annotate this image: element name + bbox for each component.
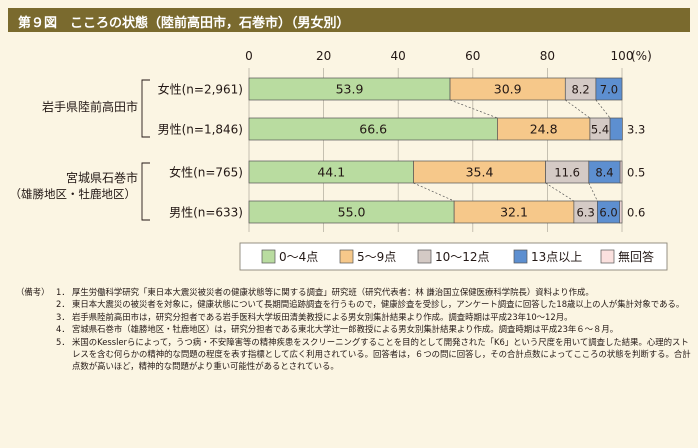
data-label: 3.3	[627, 123, 645, 137]
data-label: 44.1	[317, 165, 345, 180]
data-label: 55.0	[338, 205, 366, 220]
bar-segment	[619, 160, 623, 184]
note-item: 5． 米国のKesslerらによって，うつ病・不安障害等の精神疾患をスクリーニング…	[16, 336, 692, 373]
x-tick-label: 60	[465, 49, 480, 63]
note-text: 岩手県陸前高田市は，研究分担者である岩手医科大学坂田清美教授による男女別集計結果…	[72, 311, 573, 322]
notes-list: 1． 厚生労働科学研究「東日本大震災被災者の健康状態等に関する調査」研究班（研究代…	[16, 286, 692, 373]
x-tick-label: 40	[391, 49, 406, 63]
x-tick-label: 80	[540, 49, 555, 63]
legend-box	[239, 242, 668, 271]
legend-swatch	[261, 249, 276, 264]
bar-segment	[595, 77, 623, 101]
connector-line	[413, 182, 455, 202]
note-item: 3． 岩手県陸前高田市は，研究分担者である岩手医科大学坂田清美教授による男女別集計…	[16, 311, 692, 323]
note-number: 2．	[56, 299, 70, 310]
connector-line	[595, 99, 611, 119]
x-tick-label: 0	[245, 49, 253, 63]
x-tick-label: 20	[316, 49, 331, 63]
data-label: 0.6	[627, 206, 645, 220]
group-label-sub: （雄勝地区・牡鹿地区）	[10, 187, 137, 201]
note-item: 2． 東日本大震災の被災者を対象に，健康状態について長期間追跡調査を行うもので，健…	[16, 298, 692, 310]
note-text: 東日本大震災の被災者を対象に，健康状態について長期間追跡調査を行うもので，健康診…	[72, 299, 685, 310]
group-bracket	[141, 79, 150, 138]
category-label: 女性(n=2,961)	[158, 82, 243, 97]
data-label: 35.4	[466, 165, 494, 180]
legend-swatch	[600, 249, 615, 264]
x-tick-label: 100	[611, 49, 634, 63]
data-label: 32.1	[500, 205, 528, 220]
data-label: 5.4	[591, 123, 609, 137]
data-label: 0.5	[627, 166, 645, 180]
data-label: 8.4	[595, 166, 613, 180]
legend-swatch	[417, 249, 432, 264]
connector-line	[565, 99, 591, 119]
data-label: 8.2	[571, 83, 589, 97]
legend-label: 0～4点	[279, 250, 318, 264]
figure-title-bar: 第９図 こころの状態（陸前高田市，石巻市）（男女別）	[8, 8, 690, 32]
x-axis-unit: (%)	[631, 49, 652, 63]
group-label: 岩手県陸前高田市	[42, 99, 138, 114]
category-label: 男性(n=633)	[169, 206, 243, 220]
data-label: 6.0	[599, 206, 617, 220]
note-text: 米国のKesslerらによって，うつ病・不安障害等の精神疾患をスクリーニングする…	[72, 336, 691, 372]
bar-segment	[609, 117, 623, 141]
legend-label: 13点以上	[531, 250, 582, 264]
data-label: 6.3	[576, 206, 594, 220]
legend-label: 5～9点	[357, 250, 396, 264]
connector-line	[545, 182, 575, 202]
figure-title: 第９図 こころの状態（陸前高田市，石巻市）（男女別）	[18, 16, 350, 31]
category-label: 女性(n=765)	[169, 165, 243, 180]
data-label: 53.9	[336, 82, 364, 97]
stacked-bar-chart: 0 20 40 60 80 100(%) 53.9 30.9 8.2 7.0 66.6 24.8 5.4…	[10, 49, 668, 271]
note-item: 4． 宮城県石巻市（雄勝地区・牡鹿地区）は，研究分担者である東北大学辻一郎教授によ…	[16, 323, 692, 335]
legend-label: 10～12点	[435, 250, 490, 264]
note-number: 1．	[56, 287, 70, 297]
bar-segment	[619, 200, 623, 224]
note-text: 宮城県石巻市（雄勝地区・牡鹿地区）は，研究分担者である東北大学辻一郎教授による男…	[72, 324, 619, 335]
notes-section: （備考） 1． 厚生労働科学研究「東日本大震災被災者の健康状態等に関する調査」研究…	[16, 286, 692, 373]
note-number: 4．	[56, 324, 70, 335]
data-label: 30.9	[494, 82, 522, 97]
data-label: 24.8	[530, 122, 558, 137]
group-label: 宮城県石巻市	[66, 170, 138, 185]
note-item: 1． 厚生労働科学研究「東日本大震災被災者の健康状態等に関する調査」研究班（研究代…	[16, 286, 692, 298]
notes-heading: （備考）	[16, 287, 50, 297]
data-label: 7.0	[600, 83, 618, 97]
data-label: 66.6	[359, 122, 387, 137]
connector-line	[449, 99, 498, 119]
legend-swatch	[339, 249, 354, 264]
category-label: 男性(n=1,846)	[158, 123, 243, 137]
legend-label: 無回答	[618, 249, 654, 264]
group-bracket	[141, 162, 150, 221]
note-number: 5．	[56, 336, 70, 347]
connector-line	[588, 182, 598, 202]
data-label: 11.6	[554, 166, 580, 180]
legend-swatch	[513, 249, 528, 264]
note-number: 3．	[56, 311, 70, 322]
note-text: 厚生労働科学研究「東日本大震災被災者の健康状態等に関する調査」研究班（研究代表者…	[72, 287, 594, 297]
